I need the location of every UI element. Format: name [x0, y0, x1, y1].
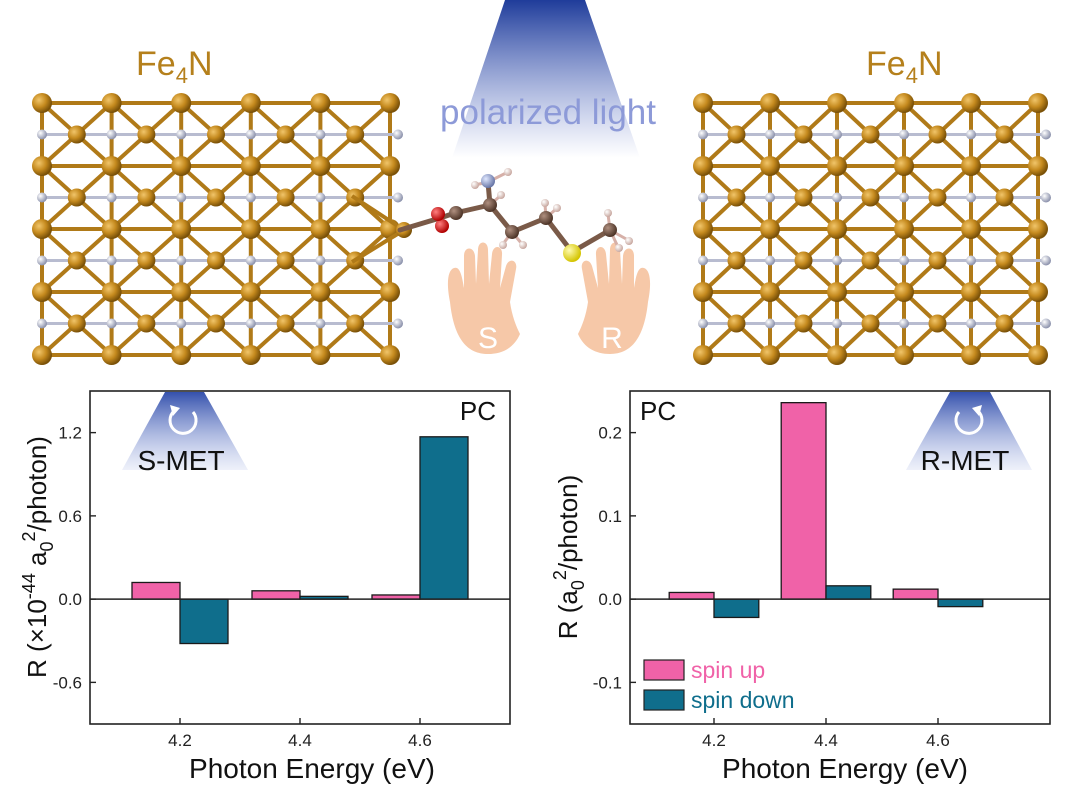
- legend-label-spin-up: spin up: [691, 657, 765, 683]
- left-rotation-arrow-icon: [168, 405, 198, 435]
- right-y-axis-title: R (a02/photon): [550, 475, 588, 640]
- legend-swatch-spin-up: [643, 659, 685, 681]
- hand-right-letter: R: [601, 322, 623, 355]
- right-ytick-label: 0.1: [598, 507, 622, 526]
- hand-left-letter: S: [478, 322, 498, 355]
- left-panel-tag: PC: [460, 396, 496, 426]
- legend-label-spin-down: spin down: [691, 687, 795, 713]
- right-bar-spin-down-1: [825, 585, 872, 600]
- left-bar-spin-up-1: [251, 590, 301, 600]
- right-hand-icon: [578, 242, 651, 354]
- right-bar-spin-down-0: [713, 598, 760, 619]
- molecular-scene: polarized light Fe4N Fe4N S R: [32, 0, 1051, 365]
- right-bar-spin-up-2: [892, 588, 939, 600]
- right-xtick-label: 4.6: [926, 731, 950, 750]
- right-fe4n-slab: [693, 93, 1051, 365]
- left-enantiomer-label: S-MET: [137, 445, 224, 476]
- legend: spin up spin down: [643, 657, 795, 713]
- left-xtick-label: 4.2: [168, 731, 192, 750]
- right-bar-spin-down-2: [937, 598, 984, 608]
- right-bar-spin-up-1: [780, 402, 827, 600]
- left-ytick-label: 0.6: [58, 507, 82, 526]
- left-y-axis-title: R (×10-44 a02/photon): [19, 436, 57, 678]
- right-x-axis-title: Photon Energy (eV): [722, 753, 968, 784]
- right-ytick-label: -0.1: [593, 673, 622, 692]
- met-molecule: [397, 168, 633, 262]
- left-ytick-label: 1.2: [58, 424, 82, 443]
- left-fe4n-slab: [32, 93, 412, 365]
- legend-swatch-spin-down: [643, 689, 685, 711]
- right-chart: R-MET PC -0.1 0.0 0.1 0.2 4.2 4.4 4.6 Photon E…: [550, 390, 1051, 784]
- left-light-cone-icon: [122, 392, 248, 470]
- left-xtick-label: 4.4: [288, 731, 312, 750]
- left-chart: S-MET PC -0.6 0.0 0.6 1.2 4.2 4.4 4.6 Photon E…: [19, 390, 511, 784]
- left-x-axis-title: Photon Energy (eV): [189, 753, 435, 784]
- right-rotation-arrow-icon: [954, 405, 984, 435]
- right-xtick-label: 4.4: [814, 731, 838, 750]
- right-panel-tag: PC: [640, 396, 676, 426]
- left-material-label: Fe4N: [136, 45, 213, 88]
- left-xtick-label: 4.6: [408, 731, 432, 750]
- right-bar-spin-up-0: [668, 591, 715, 600]
- left-hand-icon: S: [447, 242, 520, 355]
- right-xtick-label: 4.2: [702, 731, 726, 750]
- left-bar-spin-down-2: [419, 436, 469, 600]
- polarized-light-label: polarized light: [440, 93, 656, 132]
- right-material-label: Fe4N: [866, 45, 943, 88]
- right-plot-frame: [629, 390, 1051, 725]
- right-ytick-label: 0.2: [598, 424, 622, 443]
- left-bar-spin-up-0: [131, 581, 181, 600]
- right-enantiomer-label: R-MET: [921, 445, 1010, 476]
- left-ytick-label: 0.0: [58, 590, 82, 609]
- polarized-light-cone: [452, 0, 640, 158]
- right-ytick-label: 0.0: [598, 590, 622, 609]
- right-light-cone-icon: [906, 392, 1032, 470]
- left-ytick-label: -0.6: [53, 673, 82, 692]
- left-bar-spin-down-0: [179, 598, 229, 645]
